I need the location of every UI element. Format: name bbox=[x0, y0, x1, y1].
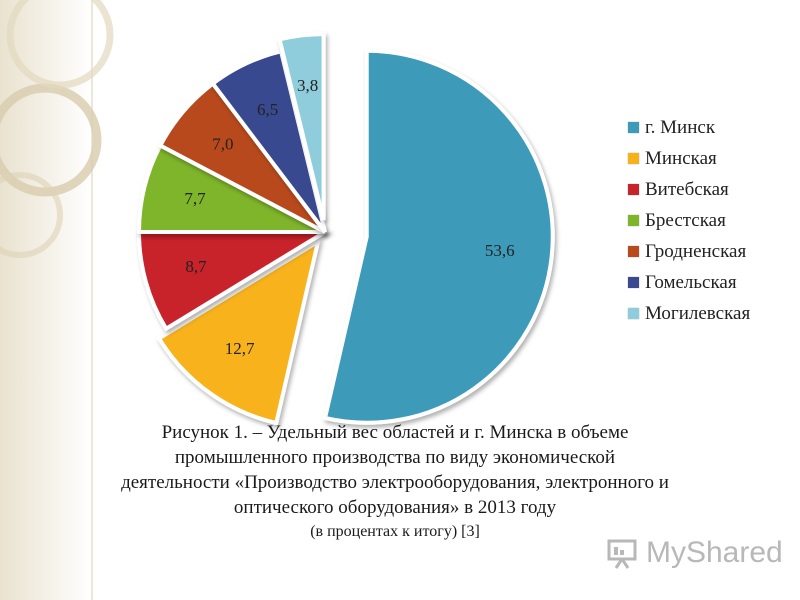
legend-label: Брестская bbox=[645, 209, 726, 231]
caption-line-4: оптического оборудования» в 2013 году bbox=[233, 497, 557, 518]
legend-item-1: г. Минск bbox=[628, 112, 750, 143]
legend-swatch bbox=[628, 184, 639, 195]
caption-note: (в процентах к итогу) [3] bbox=[310, 523, 480, 540]
legend-swatch bbox=[628, 308, 639, 319]
legend-item-2: Минская bbox=[628, 143, 750, 174]
legend-label: Гомельская bbox=[645, 271, 737, 293]
data-label-3: 8,7 bbox=[185, 257, 207, 276]
caption-line-3: деятельности «Производство электрооборуд… bbox=[121, 472, 669, 493]
legend-swatch bbox=[628, 215, 639, 226]
legend-swatch bbox=[628, 153, 639, 164]
legend-label: Минская bbox=[645, 147, 717, 169]
caption-line-1: Рисунок 1. – Удельный вес областей и г. … bbox=[161, 422, 629, 443]
data-label-1: 53,6 bbox=[485, 241, 515, 260]
legend-label: Гродненская bbox=[645, 240, 747, 262]
pie-data-labels: 53,6 12,7 8,7 7,7 7,0 6,5 3,8 bbox=[184, 76, 514, 358]
deco-ring-small bbox=[0, 172, 63, 258]
legend-swatch bbox=[628, 277, 639, 288]
deco-ring-large bbox=[0, 83, 102, 197]
watermark-text: MyShared bbox=[646, 536, 783, 569]
caption-line-2: промышленного производства по виду эконо… bbox=[174, 447, 616, 468]
legend-item-6: Гомельская bbox=[628, 267, 750, 298]
data-label-7: 3,8 bbox=[297, 76, 318, 95]
legend-item-3: Витебская bbox=[628, 174, 750, 205]
data-label-4: 7,7 bbox=[184, 189, 206, 208]
legend-label: Могилевская bbox=[645, 302, 751, 324]
watermark: MyShared bbox=[606, 536, 783, 570]
legend-label: Витебская bbox=[645, 178, 729, 200]
chart-legend: г. Минск Минская Витебская Брестская Гроднен… bbox=[628, 112, 750, 329]
pie-slice-2 bbox=[156, 237, 321, 426]
figure-caption: Рисунок 1. – Удельный вес областей и г. … bbox=[95, 420, 695, 544]
legend-item-5: Гродненская bbox=[628, 236, 750, 267]
pie-slice-7 bbox=[277, 32, 326, 221]
legend-item-4: Брестская bbox=[628, 205, 750, 236]
legend-swatch bbox=[628, 246, 639, 257]
data-label-6: 6,5 bbox=[257, 100, 278, 119]
presentation-board-icon bbox=[607, 539, 637, 569]
data-label-5: 7,0 bbox=[212, 134, 233, 153]
data-label-2: 12,7 bbox=[225, 339, 255, 358]
pie-slices bbox=[136, 32, 555, 426]
deco-ring-top bbox=[6, 0, 114, 89]
legend-item-7: Могилевская bbox=[628, 298, 750, 329]
legend-label: г. Минск bbox=[645, 116, 716, 138]
pie-slice-1 bbox=[322, 48, 555, 425]
legend-swatch bbox=[628, 122, 639, 133]
